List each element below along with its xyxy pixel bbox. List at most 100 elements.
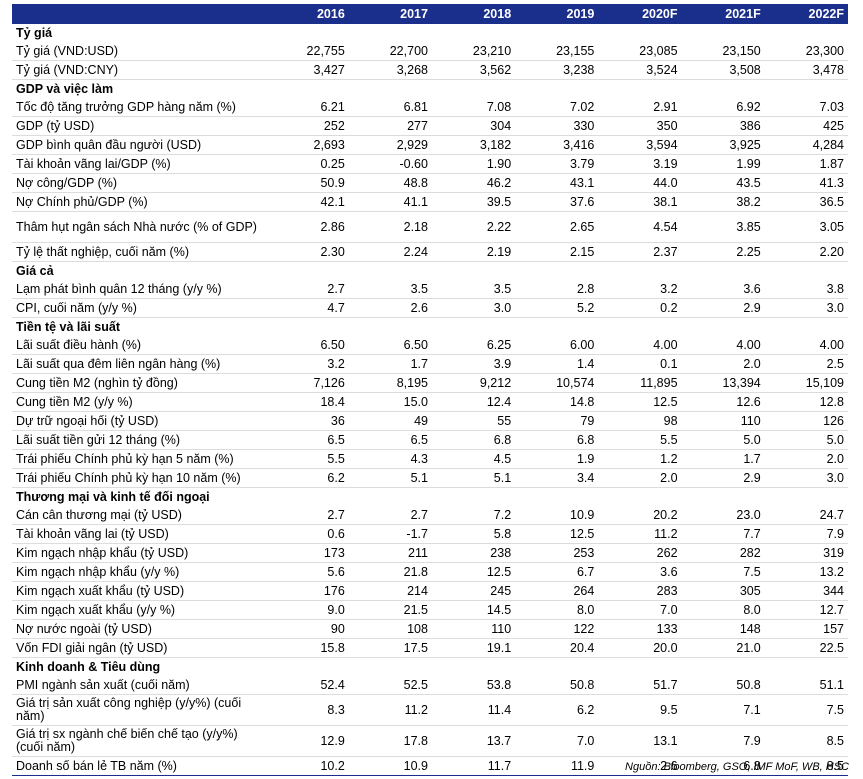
value-cell: 2.37 — [598, 242, 682, 262]
header-year-2020f: 2020F — [598, 4, 682, 24]
table-row: Trái phiếu Chính phủ kỳ hạn 10 năm (%) 6.… — [12, 468, 848, 488]
row-label: Doanh số bán lẻ TB năm (%) — [12, 756, 266, 776]
value-cell: 0.2 — [598, 298, 682, 318]
table-row: Tài khoản vãng lai (tỷ USD) 0.6 -1.7 5.8 12.… — [12, 524, 848, 544]
value-cell: 3.5 — [431, 280, 516, 299]
row-label: Tỷ giá (VND:CNY) — [12, 60, 266, 80]
value-cell: 1.7 — [681, 449, 765, 469]
value-cell: -1.7 — [348, 524, 432, 544]
value-cell: 6.8 — [681, 756, 765, 776]
value-cell: 10.9 — [348, 756, 432, 776]
value-cell: 24.7 — [764, 506, 848, 525]
value-cell: 43.5 — [681, 173, 765, 193]
value-cell: 98 — [598, 411, 682, 431]
value-cell: 7.1 — [681, 694, 765, 726]
row-label: Kim ngạch xuất khẩu (tỷ USD) — [12, 581, 266, 601]
value-cell: 18.4 — [265, 392, 349, 412]
value-cell: 2.7 — [265, 280, 349, 299]
table-row: Doanh số bán lẻ TB năm (%) 10.2 10.9 11.7 11… — [12, 756, 848, 776]
value-cell: 17.8 — [348, 725, 432, 757]
value-cell: 2.86 — [265, 211, 349, 243]
row-label: Kim ngạch xuất khẩu (y/y %) — [12, 600, 266, 620]
table-row: Lãi suất điều hành (%) 6.50 6.50 6.25 6.00 4.… — [12, 336, 848, 355]
value-cell: 14.8 — [515, 392, 599, 412]
value-cell: 12.6 — [681, 392, 765, 412]
value-cell: 133 — [598, 619, 682, 639]
value-cell: 36 — [265, 411, 349, 431]
value-cell: 2.20 — [764, 242, 848, 262]
header-year-2017: 2017 — [348, 4, 432, 24]
value-cell: 12.9 — [265, 725, 349, 757]
value-cell: 22,700 — [348, 42, 432, 61]
row-label: PMI ngành sản xuất (cuối năm) — [12, 676, 266, 695]
value-cell: 282 — [681, 543, 765, 563]
value-cell: 2.30 — [265, 242, 349, 262]
section-title: Tiền tệ và lãi suất — [16, 320, 120, 334]
value-cell: 277 — [348, 116, 432, 136]
row-label: Kim ngạch nhập khẩu (y/y %) — [12, 562, 266, 582]
value-cell: 2.0 — [598, 468, 682, 488]
value-cell: 10,574 — [515, 373, 599, 393]
value-cell: 43.1 — [515, 173, 599, 193]
value-cell: 3,478 — [764, 60, 848, 80]
value-cell: 252 — [265, 116, 349, 136]
section-title: Tỷ giá — [16, 26, 53, 40]
table-row: Trái phiếu Chính phủ kỳ hạn 5 năm (%) 5.5… — [12, 449, 848, 469]
value-cell: 19.1 — [431, 638, 516, 658]
row-label: Trái phiếu Chính phủ kỳ hạn 10 năm (%) — [12, 468, 266, 488]
value-cell: 283 — [598, 581, 682, 601]
header-year-2016: 2016 — [265, 4, 349, 24]
value-cell: 9.0 — [265, 600, 349, 620]
value-cell: 48.8 — [348, 173, 432, 193]
value-cell: 50.8 — [515, 676, 599, 695]
value-cell: 0.1 — [598, 354, 682, 374]
value-cell: 50.9 — [265, 173, 349, 193]
value-cell: 5.8 — [431, 524, 516, 544]
value-cell: 12.8 — [764, 392, 848, 412]
value-cell: 4.00 — [681, 336, 765, 355]
value-cell: 2.7 — [265, 506, 349, 525]
value-cell: 253 — [515, 543, 599, 563]
value-cell: 20.2 — [598, 506, 682, 525]
value-cell: 12.7 — [764, 600, 848, 620]
row-label: Cung tiền M2 (y/y %) — [12, 392, 266, 412]
value-cell: 23,300 — [764, 42, 848, 61]
value-cell: 10.2 — [265, 756, 349, 776]
value-cell: 176 — [265, 581, 349, 601]
table-row: Lãi suất qua đêm liên ngân hàng (%) 3.2 1.… — [12, 354, 848, 374]
value-cell: 350 — [598, 116, 682, 136]
value-cell: 3.2 — [598, 280, 682, 299]
value-cell: 13.1 — [598, 725, 682, 757]
value-cell: 4.54 — [598, 211, 682, 243]
table-row: Nợ công/GDP (%) 50.9 48.8 46.2 43.1 44.0 43.5 4… — [12, 173, 848, 193]
table-row: Tỷ giá (VND:CNY) 3,427 3,268 3,562 3,238 3,52… — [12, 60, 848, 80]
table-header-row: 2016 2017 2018 2019 2020F 2021F 2022F — [12, 4, 848, 24]
value-cell: 44.0 — [598, 173, 682, 193]
row-label: Lạm phát bình quân 12 tháng (y/y %) — [12, 280, 266, 299]
value-cell: 37.6 — [515, 192, 599, 212]
table-row: Kim ngạch xuất khẩu (y/y %) 9.0 21.5 14.5 8.… — [12, 600, 848, 620]
value-cell: 108 — [348, 619, 432, 639]
value-cell: 3.6 — [598, 562, 682, 582]
value-cell: 7.02 — [515, 98, 599, 117]
value-cell: 11.2 — [598, 524, 682, 544]
table-row: Thâm hụt ngân sách Nhà nước (% of GDP) 2.… — [12, 211, 848, 243]
value-cell: 6.8 — [515, 430, 599, 450]
value-cell: 3.2 — [265, 354, 349, 374]
value-cell: 3,925 — [681, 135, 765, 155]
value-cell: 1.9 — [515, 449, 599, 469]
table-row: Tốc độ tăng trưởng GDP hàng năm (%) 6.21 6… — [12, 98, 848, 117]
value-cell: 23,155 — [515, 42, 599, 61]
value-cell: 6.2 — [265, 468, 349, 488]
value-cell: 12.5 — [515, 524, 599, 544]
value-cell: 2.9 — [681, 468, 765, 488]
value-cell: 90 — [265, 619, 349, 639]
table-row: Dự trữ ngoại hối (tỷ USD) 36 49 55 79 98 110 12… — [12, 411, 848, 431]
value-cell: 319 — [764, 543, 848, 563]
value-cell: 2.0 — [681, 354, 765, 374]
value-cell: 8.0 — [515, 600, 599, 620]
value-cell: 39.5 — [431, 192, 516, 212]
value-cell: 2.7 — [348, 506, 432, 525]
value-cell: 386 — [681, 116, 765, 136]
value-cell: 9,212 — [431, 373, 516, 393]
